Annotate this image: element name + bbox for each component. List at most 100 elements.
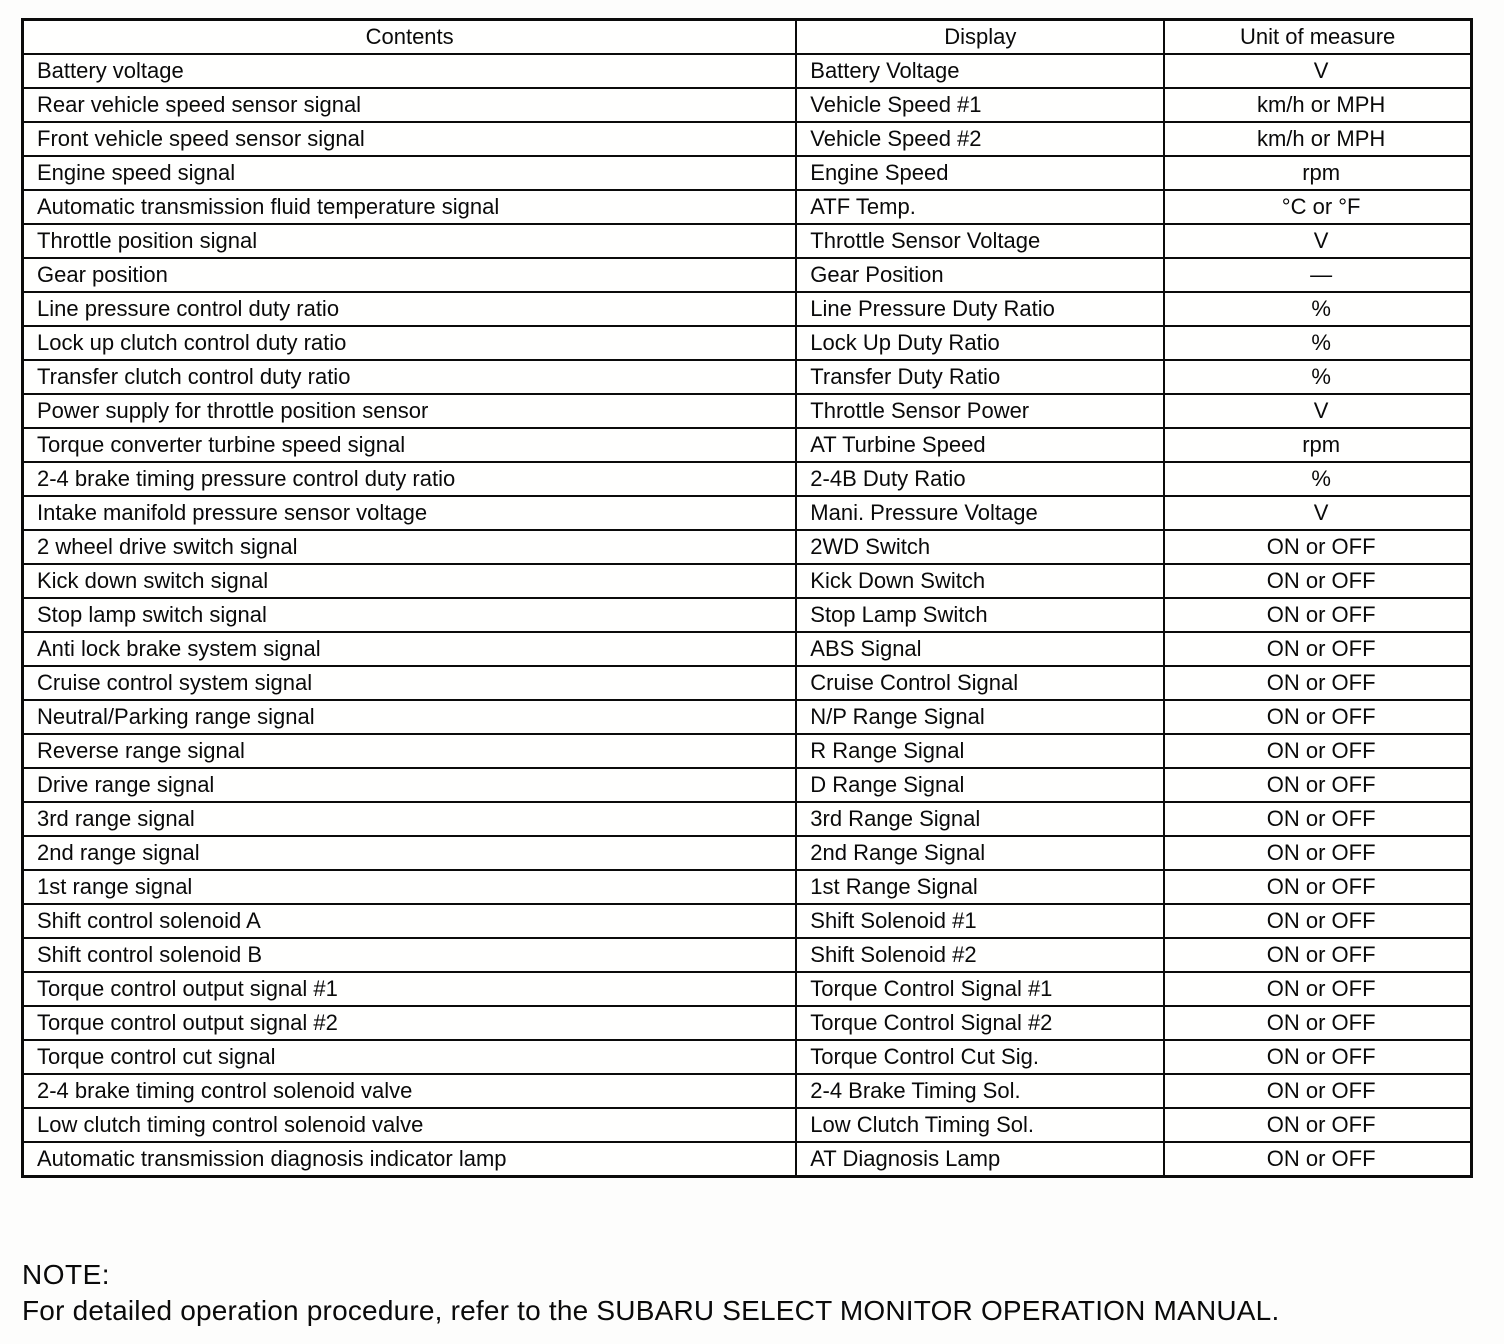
note-label: NOTE: [22, 1259, 111, 1290]
table-row: Throttle position signal Throttle Sensor… [21, 223, 1473, 259]
cell-contents: Lock up clutch control duty ratio [21, 325, 798, 361]
table-row: 2-4 brake timing pressure control duty r… [21, 461, 1473, 497]
cell-unit: ON or OFF [1163, 1141, 1473, 1178]
cell-contents: Drive range signal [21, 767, 798, 803]
cell-display: ATF Temp. [795, 189, 1166, 225]
table-row: 2nd range signal 2nd Range Signal ON or … [21, 835, 1473, 871]
table-row: Transfer clutch control duty ratio Trans… [21, 359, 1473, 395]
cell-contents: Line pressure control duty ratio [21, 291, 798, 327]
cell-contents: 2nd range signal [21, 835, 798, 871]
cell-display: 2WD Switch [795, 529, 1166, 565]
cell-unit: — [1163, 257, 1473, 293]
table-row: Low clutch timing control solenoid valve… [21, 1107, 1473, 1143]
cell-display: 2-4B Duty Ratio [795, 461, 1166, 497]
cell-display: Low Clutch Timing Sol. [795, 1107, 1166, 1143]
cell-contents: Front vehicle speed sensor signal [21, 121, 798, 157]
cell-display: AT Turbine Speed [795, 427, 1166, 463]
table-row: Kick down switch signal Kick Down Switch… [21, 563, 1473, 599]
cell-display: D Range Signal [795, 767, 1166, 803]
table-row: Gear position Gear Position — [21, 257, 1473, 293]
cell-unit: ON or OFF [1163, 1039, 1473, 1075]
cell-contents: 3rd range signal [21, 801, 798, 837]
cell-contents: Battery voltage [21, 53, 798, 89]
table-row: Neutral/Parking range signal N/P Range S… [21, 699, 1473, 735]
table-row: 2-4 brake timing control solenoid valve … [21, 1073, 1473, 1109]
cell-unit: V [1163, 53, 1473, 89]
cell-display: Vehicle Speed #2 [795, 121, 1166, 157]
cell-unit: ON or OFF [1163, 733, 1473, 769]
header-display: Display [795, 18, 1166, 55]
cell-unit: ON or OFF [1163, 563, 1473, 599]
table-row: Rear vehicle speed sensor signal Vehicle… [21, 87, 1473, 123]
cell-contents: Torque converter turbine speed signal [21, 427, 798, 463]
cell-display: Torque Control Cut Sig. [795, 1039, 1166, 1075]
table-row: Intake manifold pressure sensor voltage … [21, 495, 1473, 531]
table-row: Engine speed signal Engine Speed rpm [21, 155, 1473, 191]
cell-display: Cruise Control Signal [795, 665, 1166, 701]
cell-display: Engine Speed [795, 155, 1166, 191]
cell-contents: Shift control solenoid B [21, 937, 798, 973]
table-row: Torque control output signal #2 Torque C… [21, 1005, 1473, 1041]
cell-contents: Throttle position signal [21, 223, 798, 259]
cell-display: Vehicle Speed #1 [795, 87, 1166, 123]
cell-unit: ON or OFF [1163, 631, 1473, 667]
cell-unit: ON or OFF [1163, 869, 1473, 905]
cell-contents: Automatic transmission diagnosis indicat… [21, 1141, 798, 1178]
table-row: Lock up clutch control duty ratio Lock U… [21, 325, 1473, 361]
cell-contents: Shift control solenoid A [21, 903, 798, 939]
cell-unit: rpm [1163, 427, 1473, 463]
table-row: Torque converter turbine speed signal AT… [21, 427, 1473, 463]
cell-contents: Power supply for throttle position senso… [21, 393, 798, 429]
table-row: Drive range signal D Range Signal ON or … [21, 767, 1473, 803]
cell-unit: ON or OFF [1163, 903, 1473, 939]
table-row: Shift control solenoid B Shift Solenoid … [21, 937, 1473, 973]
cell-contents: Torque control output signal #2 [21, 1005, 798, 1041]
cell-contents: 2 wheel drive switch signal [21, 529, 798, 565]
cell-contents: Anti lock brake system signal [21, 631, 798, 667]
cell-contents: Automatic transmission fluid temperature… [21, 189, 798, 225]
header-contents: Contents [21, 18, 798, 55]
cell-display: Shift Solenoid #2 [795, 937, 1166, 973]
table-row: Automatic transmission diagnosis indicat… [21, 1141, 1473, 1178]
cell-unit: ON or OFF [1163, 937, 1473, 973]
cell-unit: % [1163, 325, 1473, 361]
cell-display: 2-4 Brake Timing Sol. [795, 1073, 1166, 1109]
cell-unit: % [1163, 359, 1473, 395]
header-row: Contents Display Unit of measure [21, 18, 1473, 55]
table-row: Automatic transmission fluid temperature… [21, 189, 1473, 225]
cell-display: 1st Range Signal [795, 869, 1166, 905]
cell-contents: Neutral/Parking range signal [21, 699, 798, 735]
cell-unit: % [1163, 291, 1473, 327]
cell-display: R Range Signal [795, 733, 1166, 769]
table-row: Shift control solenoid A Shift Solenoid … [21, 903, 1473, 939]
cell-contents: Gear position [21, 257, 798, 293]
table-row: Cruise control system signal Cruise Cont… [21, 665, 1473, 701]
table-row: Front vehicle speed sensor signal Vehicl… [21, 121, 1473, 157]
cell-unit: rpm [1163, 155, 1473, 191]
note-text: For detailed operation procedure, refer … [22, 1295, 1280, 1326]
cell-display: 2nd Range Signal [795, 835, 1166, 871]
table-row: Battery voltage Battery Voltage V [21, 53, 1473, 89]
cell-contents: Intake manifold pressure sensor voltage [21, 495, 798, 531]
cell-unit: ON or OFF [1163, 699, 1473, 735]
cell-display: Mani. Pressure Voltage [795, 495, 1166, 531]
cell-contents: Engine speed signal [21, 155, 798, 191]
cell-unit: km/h or MPH [1163, 87, 1473, 123]
cell-unit: ON or OFF [1163, 835, 1473, 871]
cell-contents: 1st range signal [21, 869, 798, 905]
cell-display: Torque Control Signal #1 [795, 971, 1166, 1007]
cell-display: N/P Range Signal [795, 699, 1166, 735]
cell-contents: Torque control cut signal [21, 1039, 798, 1075]
cell-unit: ON or OFF [1163, 1005, 1473, 1041]
cell-unit: V [1163, 393, 1473, 429]
cell-unit: °C or °F [1163, 189, 1473, 225]
cell-unit: km/h or MPH [1163, 121, 1473, 157]
table-row: Torque control output signal #1 Torque C… [21, 971, 1473, 1007]
table-row: 1st range signal 1st Range Signal ON or … [21, 869, 1473, 905]
table-row: Anti lock brake system signal ABS Signal… [21, 631, 1473, 667]
cell-unit: V [1163, 223, 1473, 259]
cell-contents: Torque control output signal #1 [21, 971, 798, 1007]
cell-unit: ON or OFF [1163, 767, 1473, 803]
cell-display: Stop Lamp Switch [795, 597, 1166, 633]
